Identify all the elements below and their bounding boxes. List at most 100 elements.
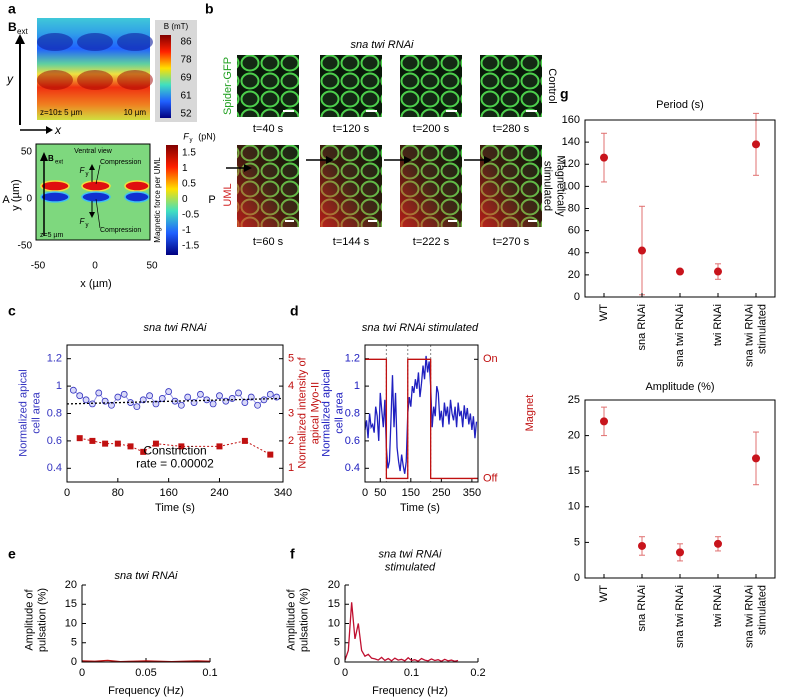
panel-letter: b	[205, 1, 214, 17]
axes	[344, 585, 478, 663]
label: t=270 s	[493, 236, 530, 248]
label: rate = 0.00002	[136, 457, 214, 471]
y-tick-label: 15	[65, 598, 77, 610]
y-tick-label: 0.8	[345, 407, 360, 419]
y-tick-label: 140	[562, 136, 580, 148]
point	[714, 539, 722, 548]
y-tick-label: 0.4	[47, 462, 62, 474]
label: stimulated	[385, 561, 436, 573]
label: Time (s)	[400, 502, 440, 514]
colorbar-tick: 78	[180, 55, 192, 66]
colorbar	[160, 35, 171, 118]
point	[197, 390, 204, 398]
label: Frequency (Hz)	[108, 685, 184, 697]
label: UML	[222, 183, 234, 206]
point	[216, 443, 223, 450]
point	[114, 393, 122, 401]
label: 10 µm	[124, 108, 147, 117]
y2-tick-label: 4	[288, 380, 294, 392]
y-tick-label: 120	[562, 158, 580, 170]
label: F	[80, 166, 86, 175]
label: ext	[17, 27, 28, 36]
label: Time (s)	[155, 502, 195, 514]
x-tick-label: twi RNAi	[712, 304, 724, 346]
label: t=222 s	[413, 236, 450, 248]
x-tick-label: 50	[374, 487, 386, 499]
y-tick-label: 80	[568, 202, 580, 214]
y-tick-label: 0	[334, 656, 340, 668]
label: y	[86, 223, 89, 229]
y-tick-label: 0.6	[47, 435, 62, 447]
x-tick-label: 80	[112, 487, 124, 499]
label: Normalized apical	[320, 369, 332, 456]
y2-tick-label: 5	[288, 353, 294, 365]
x-tick-label: sna RNAi	[636, 585, 648, 631]
y2-tick-label: 3	[288, 407, 294, 419]
x-tick-label: WT	[598, 585, 610, 602]
label: y	[6, 72, 14, 86]
y-tick-label: 1.2	[47, 353, 62, 365]
panel-letter: e	[8, 546, 16, 562]
x-tick-label: stimulated	[756, 304, 768, 354]
plot-frame	[584, 119, 776, 298]
y-tick-label: 15	[328, 598, 340, 610]
label: F	[183, 131, 189, 141]
point	[152, 440, 159, 447]
y-tick-label: 50	[21, 147, 33, 158]
colorbar-tick: 52	[180, 109, 192, 120]
y-tick-label: 1.2	[345, 353, 360, 365]
label: Compression	[100, 159, 141, 166]
point	[254, 401, 261, 409]
label: B	[8, 20, 17, 34]
panel-b-images	[226, 55, 542, 227]
point	[184, 393, 192, 401]
y-tick-label: 5	[574, 536, 580, 548]
series-line	[365, 358, 478, 480]
point	[69, 386, 77, 394]
panel-letter: g	[560, 86, 569, 102]
label: B	[48, 154, 54, 163]
x-tick-label: sna RNAi	[636, 304, 648, 350]
label: y (µm)	[10, 179, 22, 210]
colorbar-tick: 0.5	[182, 179, 196, 190]
label: t=200 s	[413, 123, 450, 135]
label: sna twi RNAi	[115, 570, 179, 582]
point	[82, 396, 90, 404]
y-tick-label: 0.4	[345, 462, 360, 474]
plot-frame	[584, 399, 776, 579]
colorbar-tick: 0	[182, 194, 188, 205]
label: P	[208, 194, 215, 206]
x-tick-label: WT	[598, 304, 610, 321]
label: sna twi RNAi	[379, 548, 443, 560]
point	[165, 388, 173, 395]
label: t=40 s	[253, 123, 284, 135]
point	[76, 435, 83, 442]
label: cell area	[30, 391, 42, 433]
label: y	[190, 138, 193, 144]
x-tick-label: twi RNAi	[712, 585, 724, 627]
label: sna twi RNAi	[144, 322, 208, 334]
label: Amplitude of	[285, 588, 297, 650]
label: z=10± 5 µm	[40, 108, 82, 117]
point	[600, 417, 608, 426]
plot-frame	[364, 344, 479, 483]
y2-tick-label: On	[483, 353, 498, 365]
label: Amplitude (%)	[645, 381, 714, 393]
panel-letter: f	[290, 546, 295, 562]
colorbar-tick: 1.5	[182, 148, 196, 159]
y-tick-label: 0.6	[345, 435, 360, 447]
point	[146, 392, 153, 400]
x-tick-label: 0	[92, 261, 98, 272]
label: sna twi RNAi	[351, 39, 415, 51]
y-tick-label: 15	[568, 465, 580, 477]
panel-a-graphics	[15, 18, 197, 255]
x-tick-label: 240	[210, 487, 228, 499]
point	[114, 440, 121, 447]
point	[241, 437, 248, 444]
label: Normalized apical	[17, 369, 29, 456]
label: t=120 s	[333, 123, 370, 135]
label: Spider-GFP	[222, 57, 234, 115]
label: cell area	[333, 391, 345, 433]
label: stimulated	[542, 161, 554, 211]
